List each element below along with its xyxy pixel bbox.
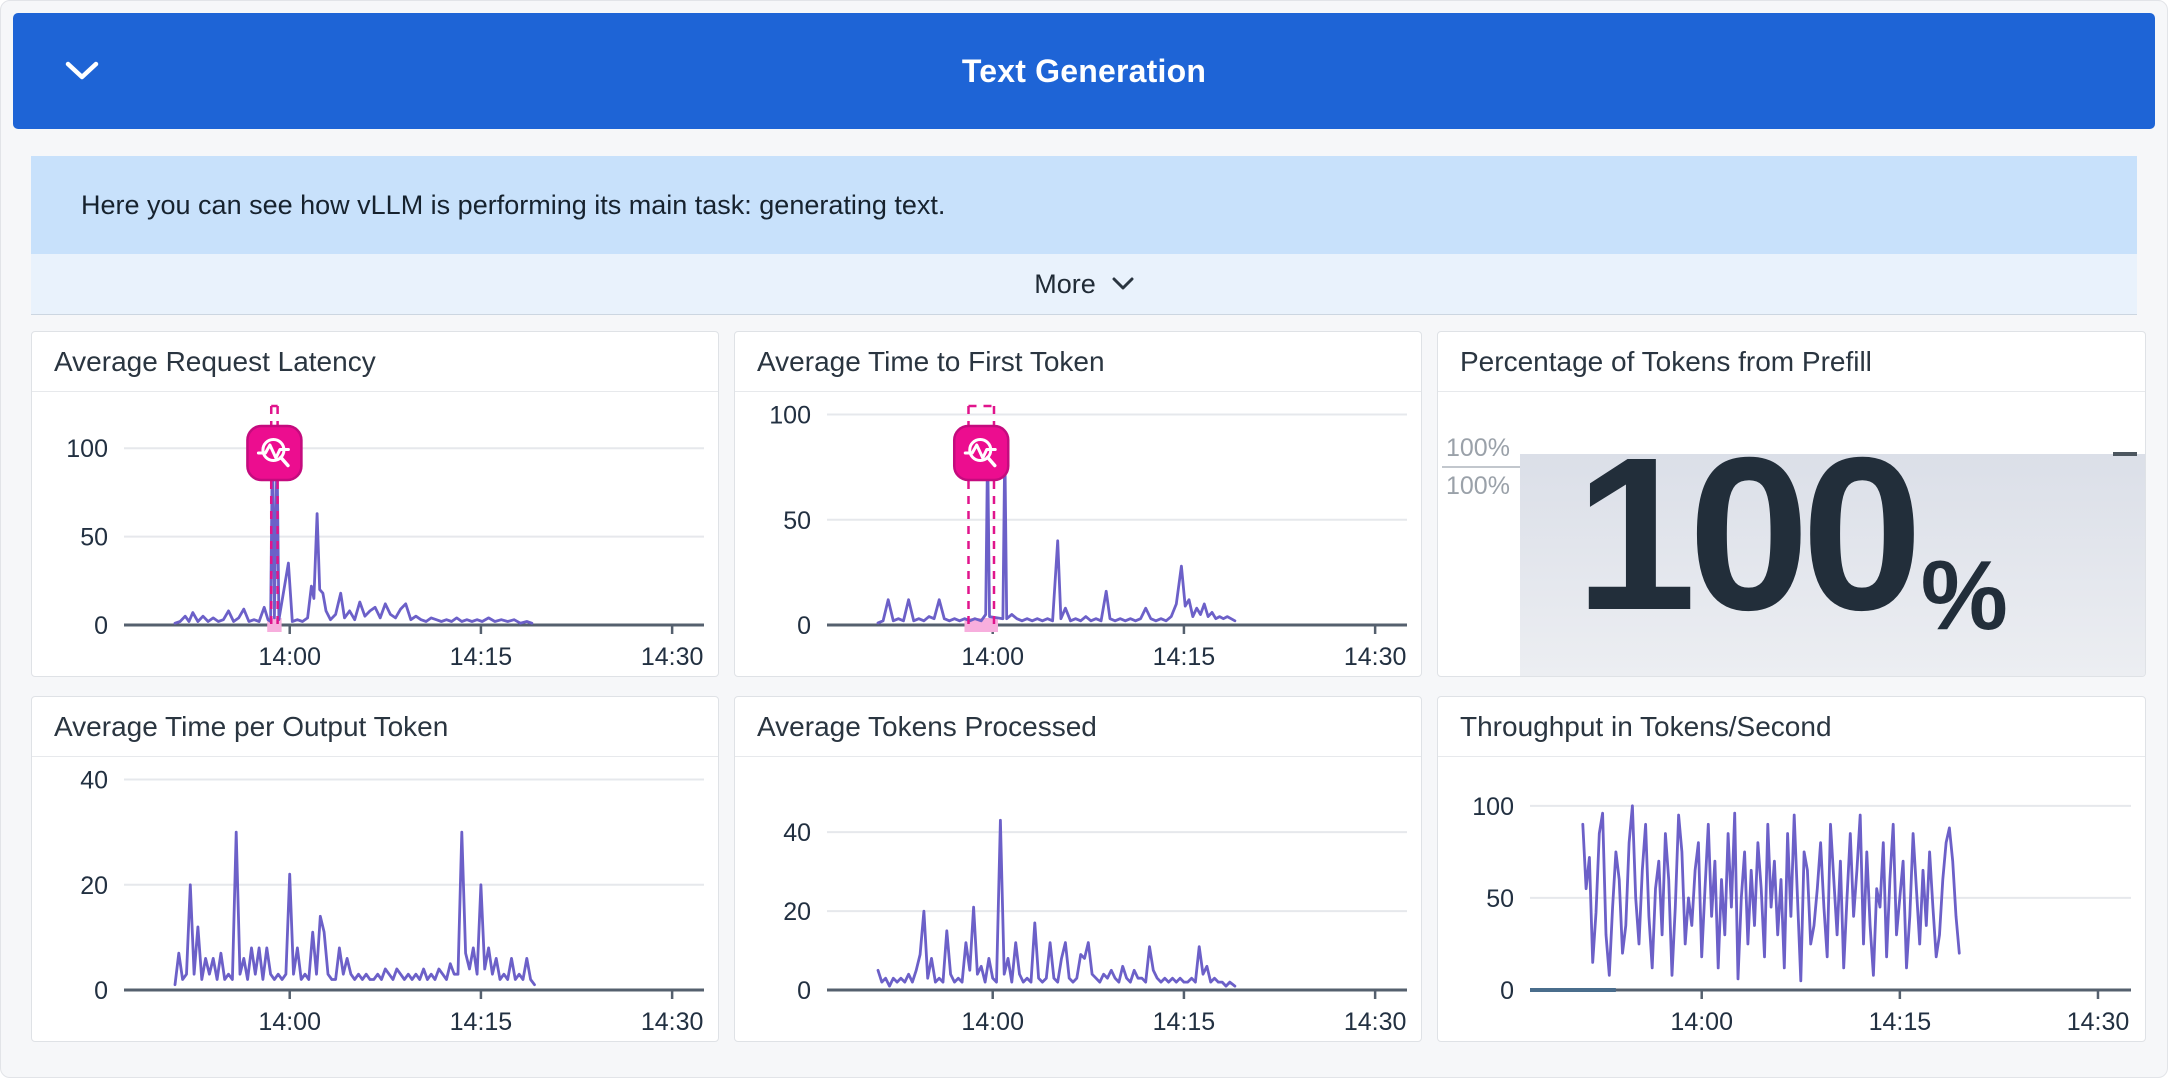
panel-title: Percentage of Tokens from Prefill bbox=[1438, 332, 2145, 392]
svg-text:14:15: 14:15 bbox=[1869, 1008, 1932, 1036]
chart-svg[interactable]: 0 50 100 14:00 14:15 14:30 bbox=[1438, 757, 2145, 1042]
svg-text:0: 0 bbox=[1500, 977, 1514, 1005]
svg-text:14:00: 14:00 bbox=[961, 1008, 1024, 1036]
panel-title: Average Time per Output Token bbox=[32, 697, 718, 757]
chart-svg[interactable]: 0 20 40 14:00 14:15 14:30 bbox=[32, 757, 718, 1042]
search-pulse-icon bbox=[952, 424, 1010, 482]
stat-axis-label: 100% bbox=[1446, 434, 1510, 462]
svg-text:14:00: 14:00 bbox=[258, 1008, 321, 1036]
svg-text:20: 20 bbox=[783, 898, 811, 926]
chart-svg[interactable]: 0 50 100 14:00 14:15 14:30 bbox=[735, 392, 1421, 677]
stat-sparkline-line-end bbox=[2113, 452, 2137, 456]
stat-unit: % bbox=[1920, 539, 2008, 650]
average-time-to-first-token-chart[interactable]: 0 50 100 14:00 14:15 14:30 bbox=[735, 392, 1421, 677]
stat-axis-label: 100% bbox=[1446, 472, 1510, 500]
panels-grid: Average Request Latency 0 50 100 14:00 14:15… bbox=[31, 331, 2146, 1042]
svg-text:100: 100 bbox=[769, 402, 811, 430]
svg-text:14:30: 14:30 bbox=[2067, 1008, 2130, 1036]
stat-axis-gridline bbox=[1442, 466, 1530, 468]
average-tokens-processed-chart[interactable]: 0 20 40 14:00 14:15 14:30 bbox=[735, 757, 1421, 1042]
svg-text:50: 50 bbox=[1486, 885, 1514, 913]
svg-text:0: 0 bbox=[797, 612, 811, 640]
more-toggle-button[interactable]: More bbox=[31, 254, 2137, 315]
more-label: More bbox=[1034, 268, 1096, 299]
svg-text:14:30: 14:30 bbox=[1344, 1008, 1407, 1036]
chart-svg[interactable]: 0 20 40 14:00 14:15 14:30 bbox=[735, 757, 1421, 1042]
panel-average-time-per-output-token: Average Time per Output Token 0 20 40 14:00… bbox=[31, 696, 719, 1042]
info-banner-text: Here you can see how vLLM is performing … bbox=[81, 189, 946, 220]
stat-number: 100 bbox=[1575, 412, 1923, 656]
svg-text:14:15: 14:15 bbox=[450, 1008, 513, 1036]
stat-value: 100 % bbox=[1438, 392, 2145, 676]
chevron-down-icon bbox=[1112, 277, 1134, 290]
svg-text:14:15: 14:15 bbox=[1153, 643, 1216, 671]
svg-text:14:15: 14:15 bbox=[450, 643, 513, 671]
panel-title: Throughput in Tokens/Second bbox=[1438, 697, 2145, 757]
svg-text:14:00: 14:00 bbox=[258, 643, 321, 671]
svg-text:0: 0 bbox=[94, 612, 108, 640]
svg-text:14:00: 14:00 bbox=[961, 643, 1024, 671]
panel-title: Average Tokens Processed bbox=[735, 697, 1421, 757]
svg-text:50: 50 bbox=[783, 507, 811, 535]
svg-text:14:30: 14:30 bbox=[641, 643, 704, 671]
svg-text:50: 50 bbox=[80, 524, 108, 552]
svg-text:14:30: 14:30 bbox=[1344, 643, 1407, 671]
panel-percentage-tokens-prefill: Percentage of Tokens from Prefill 100% 1… bbox=[1437, 331, 2146, 677]
panel-average-time-to-first-token: Average Time to First Token 0 50 100 14:00 1… bbox=[734, 331, 1422, 677]
average-time-per-output-token-chart[interactable]: 0 20 40 14:00 14:15 14:30 bbox=[32, 757, 718, 1042]
panel-title: Average Request Latency bbox=[32, 332, 718, 392]
chevron-down-icon[interactable] bbox=[65, 13, 99, 129]
svg-text:14:15: 14:15 bbox=[1153, 1008, 1216, 1036]
stat-sparkline-area bbox=[1520, 452, 2145, 676]
svg-text:14:30: 14:30 bbox=[641, 1008, 704, 1036]
panel-average-request-latency: Average Request Latency 0 50 100 14:00 14:15… bbox=[31, 331, 719, 677]
svg-text:100: 100 bbox=[66, 435, 108, 463]
svg-text:20: 20 bbox=[80, 872, 108, 900]
panel-throughput-tokens-second: Throughput in Tokens/Second 0 50 100 14:00 1… bbox=[1437, 696, 2146, 1042]
svg-text:14:00: 14:00 bbox=[1670, 1008, 1733, 1036]
svg-text:100: 100 bbox=[1472, 793, 1514, 821]
svg-text:40: 40 bbox=[783, 819, 811, 847]
svg-text:0: 0 bbox=[797, 977, 811, 1005]
svg-text:40: 40 bbox=[80, 767, 108, 795]
chart-svg[interactable]: 0 50 100 14:00 14:15 14:30 bbox=[32, 392, 718, 677]
percentage-tokens-prefill-stat[interactable]: 100% 100% 100 % bbox=[1438, 392, 2145, 676]
average-request-latency-chart[interactable]: 0 50 100 14:00 14:15 14:30 bbox=[32, 392, 718, 677]
section-header[interactable]: Text Generation bbox=[13, 13, 2155, 129]
svg-text:0: 0 bbox=[94, 977, 108, 1005]
section-title: Text Generation bbox=[961, 52, 1207, 89]
panel-average-tokens-processed: Average Tokens Processed 0 20 40 14:00 14:15… bbox=[734, 696, 1422, 1042]
panel-title: Average Time to First Token bbox=[735, 332, 1421, 392]
search-pulse-icon bbox=[246, 424, 303, 482]
info-banner: Here you can see how vLLM is performing … bbox=[31, 156, 2137, 254]
throughput-tokens-second-chart[interactable]: 0 50 100 14:00 14:15 14:30 bbox=[1438, 757, 2145, 1042]
